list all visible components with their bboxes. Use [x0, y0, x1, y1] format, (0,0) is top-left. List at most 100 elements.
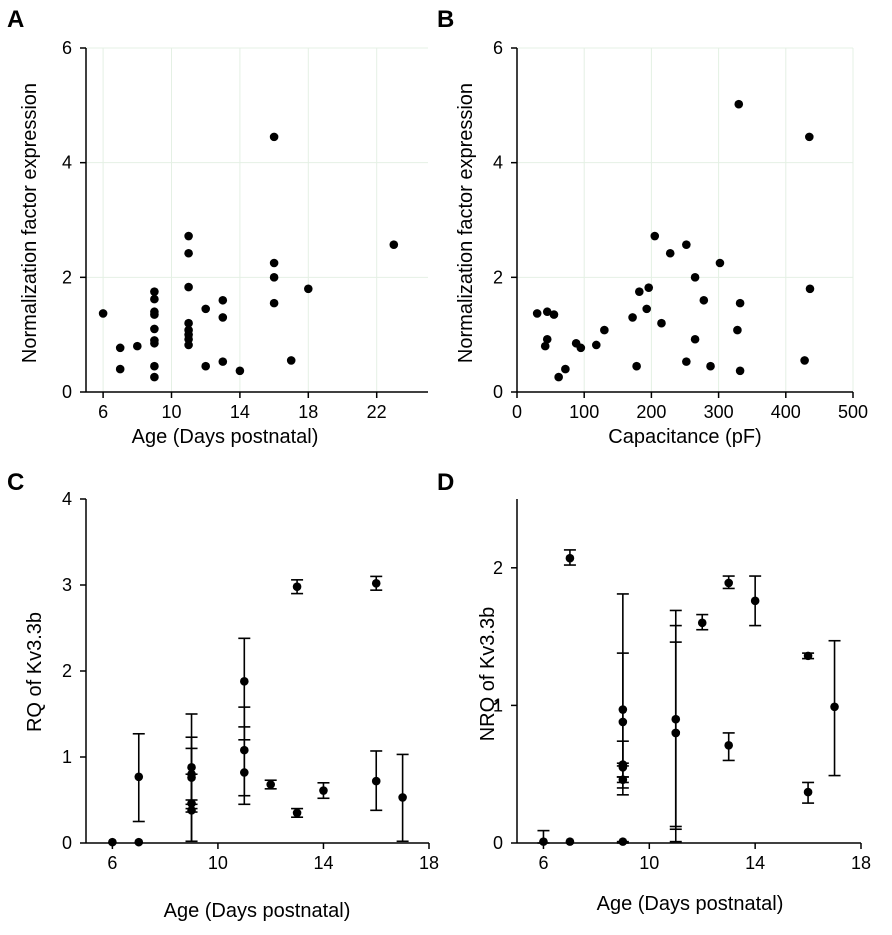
data-point — [733, 325, 742, 335]
data-point — [371, 776, 381, 786]
data-point — [690, 334, 700, 344]
data-point — [830, 702, 839, 712]
data-point — [150, 310, 159, 319]
data-point — [389, 240, 399, 249]
data-point — [800, 356, 809, 365]
x-axis-label: Capacitance (pF) — [608, 426, 761, 448]
y-axis-label: NRQ of Kv3.3b — [477, 607, 499, 742]
x-tick-label: 500 — [838, 402, 868, 422]
data-point — [269, 258, 279, 268]
data-point — [665, 248, 675, 258]
data-point — [697, 618, 707, 628]
x-tick-label: 6 — [538, 853, 548, 873]
x-tick-label: 6 — [107, 853, 117, 873]
data-point — [618, 837, 628, 846]
data-point — [133, 341, 142, 351]
panel-letter: C — [7, 469, 24, 496]
data-point — [734, 99, 744, 109]
x-tick-label: 6 — [98, 402, 108, 422]
y-tick-label: 6 — [493, 38, 503, 58]
data-point — [240, 768, 249, 777]
data-point — [690, 273, 700, 282]
x-tick-label: 10 — [161, 402, 181, 422]
data-point — [644, 283, 654, 292]
y-tick-label: 4 — [62, 489, 72, 509]
x-tick-label: 18 — [851, 853, 871, 873]
y-tick-label: 1 — [493, 695, 503, 715]
data-point — [150, 338, 159, 348]
data-point — [618, 717, 628, 727]
data-point — [600, 325, 609, 335]
data-point — [184, 340, 193, 350]
data-point — [108, 837, 117, 847]
data-point — [735, 298, 745, 308]
data-point — [539, 837, 548, 846]
data-point — [187, 806, 196, 815]
data-point — [657, 318, 666, 328]
grid-b — [516, 47, 854, 393]
x-tick-label: 10 — [639, 853, 659, 873]
data-point — [715, 258, 725, 268]
panel-letter: D — [437, 469, 454, 496]
data-point — [542, 307, 552, 317]
data-point — [269, 298, 279, 308]
data-point — [650, 231, 660, 241]
data-point — [618, 763, 628, 772]
data-point — [201, 304, 210, 314]
y-tick-label: 0 — [493, 833, 503, 853]
data-point — [565, 553, 575, 563]
y-tick-label: 4 — [62, 153, 72, 173]
data-point — [292, 808, 302, 818]
grid-a — [86, 47, 428, 393]
data-point — [218, 357, 228, 366]
x-tick-label: 200 — [636, 402, 666, 422]
data-point — [115, 364, 125, 374]
x-tick-label: 22 — [367, 402, 387, 422]
data-point — [150, 361, 159, 371]
data-point — [803, 787, 813, 797]
data-point — [150, 324, 159, 334]
data-point — [532, 309, 542, 318]
x-tick-label: 14 — [313, 853, 333, 873]
data-point — [628, 313, 637, 322]
data-point — [576, 343, 586, 353]
x-tick-label: 0 — [512, 402, 522, 422]
data-point — [682, 240, 691, 249]
data-point — [292, 582, 302, 592]
data-point — [632, 361, 641, 371]
y-axis-label: Normalization factor expression — [19, 83, 41, 363]
y-tick-label: 1 — [62, 747, 72, 767]
data-point — [304, 284, 313, 294]
data-point — [565, 837, 575, 846]
y-tick-label: 0 — [493, 382, 503, 402]
x-axis-label: Age (Days postnatal) — [164, 900, 351, 922]
panel-a: 6 10 14 18 22 0 2 4 6 A Age (Days postnatal) Normal… — [7, 6, 428, 448]
y-tick-label: 0 — [62, 382, 72, 402]
y-axis-label: Normalization factor expression — [455, 83, 477, 363]
x-tick-label: 14 — [230, 402, 250, 422]
data-point — [724, 578, 733, 588]
data-point — [750, 596, 760, 606]
x-tick-label: 10 — [208, 853, 228, 873]
data-point — [266, 780, 275, 789]
data-point — [218, 295, 228, 305]
x-tick-label: 18 — [298, 402, 318, 422]
y-tick-label: 0 — [62, 833, 72, 853]
data-point — [184, 231, 193, 241]
data-point — [618, 775, 628, 785]
data-point — [635, 287, 644, 296]
data-point — [735, 366, 745, 376]
data-point — [134, 772, 144, 782]
x-tick-label: 300 — [704, 402, 734, 422]
data-point — [803, 651, 813, 661]
x-tick-label: 400 — [771, 402, 801, 422]
data-point — [115, 343, 125, 353]
x-tick-label: 100 — [569, 402, 599, 422]
x-tick-label: 18 — [419, 853, 439, 873]
data-point — [724, 741, 733, 750]
data-point — [218, 313, 228, 322]
data-point — [98, 309, 108, 318]
data-point — [150, 287, 159, 296]
data-point — [201, 361, 210, 371]
